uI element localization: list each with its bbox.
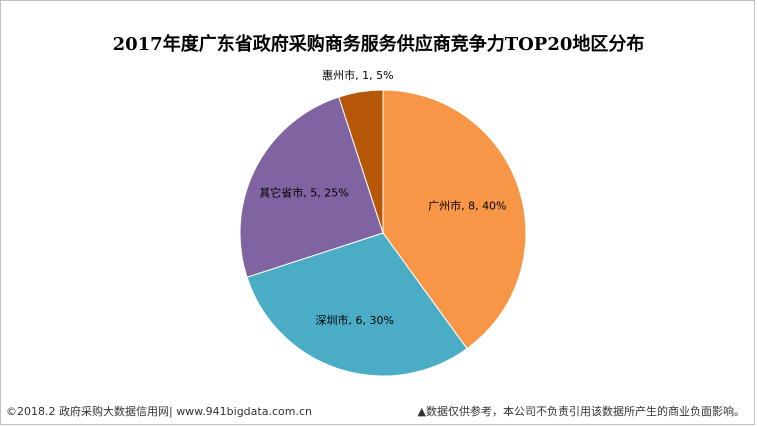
footer-source: ©2018.2 政府采购大数据信用网| www.941bigdata.com.c… xyxy=(6,405,312,418)
pie-slice-other-provinces xyxy=(239,96,384,278)
pie-slice-huizhou xyxy=(338,89,384,234)
data-label-other-provinces: 其它省市, 5, 25% xyxy=(259,186,348,200)
chart-title: 2017年度广东省政府采购商务服务供应商竞争力TOP20地区分布 xyxy=(112,34,645,55)
pie-slice-shenzhen xyxy=(246,232,468,377)
data-label-shenzhen: 深圳市, 6, 30% xyxy=(315,313,393,327)
footer-disclaimer: ▲数据仅供参考，本公司不负责引用该数据所产生的商业负面影响。 xyxy=(417,405,745,418)
data-label-guangzhou: 广州市, 8, 40% xyxy=(428,199,506,213)
pie-slice-guangzhou xyxy=(382,89,527,350)
data-label-huizhou: 惠州市, 1, 5% xyxy=(322,68,393,82)
